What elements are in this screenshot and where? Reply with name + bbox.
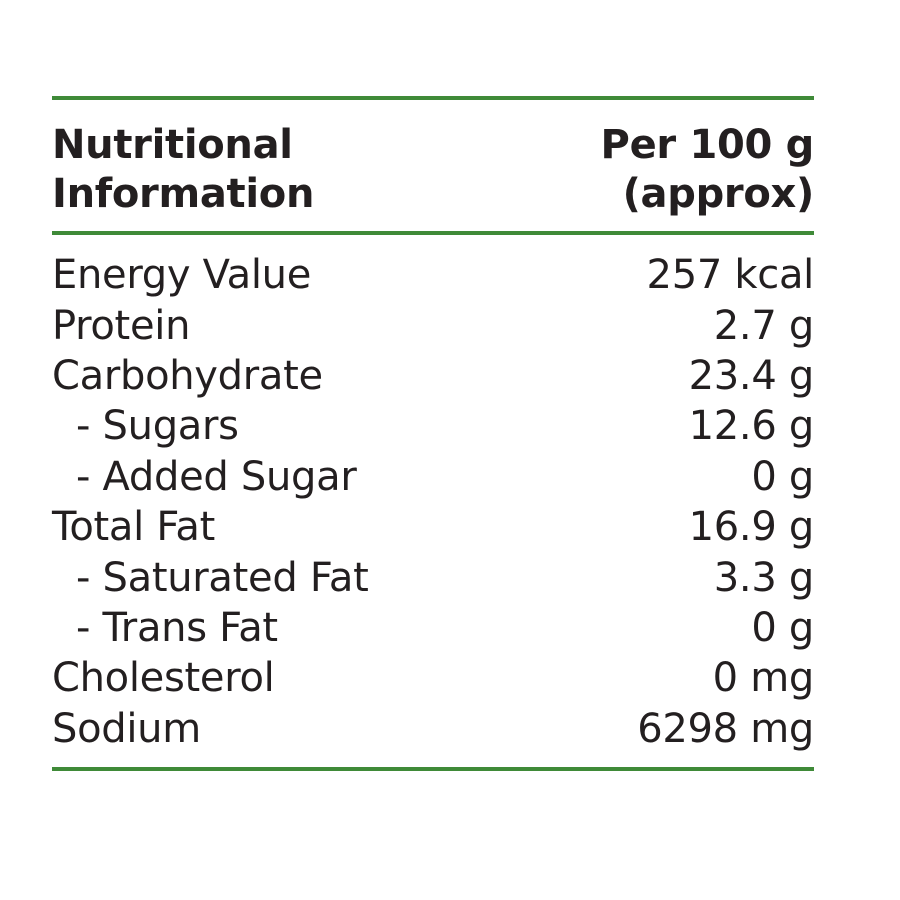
table-row: Protein 2.7 g: [52, 300, 814, 350]
header-title: Nutritional Information: [52, 121, 314, 219]
nutrient-sublabel: - Sugars: [76, 403, 239, 450]
nutrient-label: Carbohydrate: [52, 352, 323, 399]
nutrient-value: 2.7 g: [713, 302, 815, 349]
nutrient-label: Total Fat: [52, 504, 215, 551]
table-row: - Trans Fat 0 g: [52, 603, 814, 653]
nutrient-sublabel: - Trans Fat: [76, 604, 278, 651]
nutrient-value: 3.3 g: [713, 554, 815, 601]
table-row: Cholesterol 0 mg: [52, 653, 814, 703]
table-row: Total Fat 16.9 g: [52, 502, 814, 552]
header-rule: [52, 231, 814, 235]
nutrient-rows: Energy Value 257 kcal Protein 2.7 g Carb…: [52, 235, 814, 767]
nutrient-value: 12.6 g: [688, 403, 815, 450]
table-row: - Added Sugar 0 g: [52, 452, 814, 502]
header-serving: Per 100 g (approx): [600, 121, 815, 219]
table-row: - Saturated Fat 3.3 g: [52, 552, 814, 602]
nutrient-value: 257 kcal: [646, 252, 815, 299]
header-serving-line-1: Per 100 g: [600, 122, 815, 168]
table-row: Sodium 6298 mg: [52, 704, 814, 754]
header-title-line-1: Nutritional: [52, 122, 293, 168]
header-title-line-2: Information: [52, 171, 315, 217]
nutrient-sublabel: - Saturated Fat: [76, 554, 369, 601]
header-serving-line-2: (approx): [622, 171, 815, 217]
table-row: Carbohydrate 23.4 g: [52, 351, 814, 401]
nutrient-label: Sodium: [52, 705, 201, 752]
top-rule: [52, 96, 814, 100]
bottom-rule: [52, 767, 814, 771]
nutrient-value: 16.9 g: [688, 504, 815, 551]
table-row: Energy Value 257 kcal: [52, 250, 814, 300]
nutrient-label: Protein: [52, 302, 191, 349]
nutrient-value: 6298 mg: [637, 705, 814, 752]
nutrient-value: 0 mg: [712, 655, 815, 702]
nutrient-sublabel: - Added Sugar: [76, 453, 357, 500]
nutrient-value: 0 g: [751, 453, 814, 500]
nutrient-value: 0 g: [751, 604, 814, 651]
table-header: Nutritional Information Per 100 g (appro…: [52, 100, 814, 231]
nutrient-label: Cholesterol: [52, 655, 275, 702]
nutrient-label: Energy Value: [52, 252, 311, 299]
table-row: - Sugars 12.6 g: [52, 401, 814, 451]
nutrition-table: Nutritional Information Per 100 g (appro…: [52, 96, 814, 771]
nutrient-value: 23.4 g: [688, 352, 815, 399]
